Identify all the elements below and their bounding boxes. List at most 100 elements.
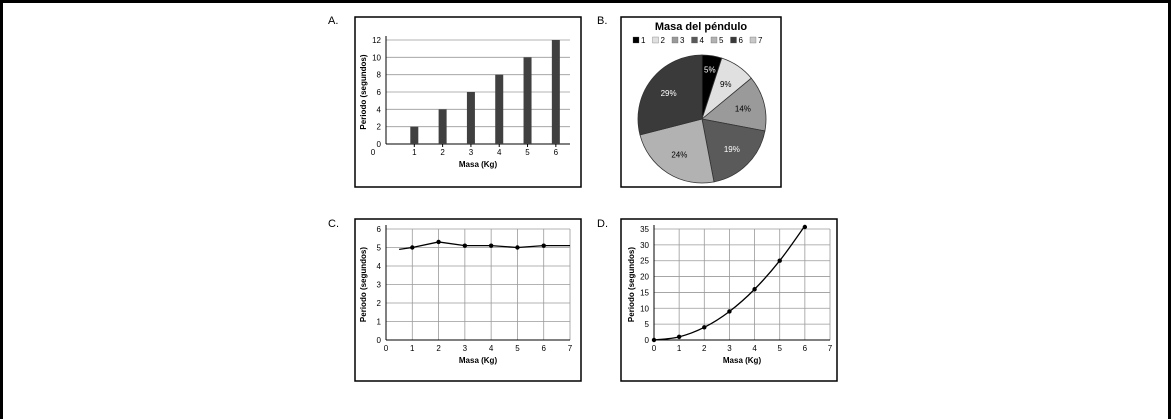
x-axis-title: Masa (Kg) [723,356,762,365]
panel-a-label: A. [328,15,338,27]
y-axis-title: Periodo (segundos) [359,247,368,322]
data-point-mass-5 [777,258,782,263]
pie-title: Masa del péndulo [655,21,748,33]
bar-mass-5 [523,57,532,145]
x-tick-label: 7 [828,344,833,353]
data-point-mass-6 [541,243,546,248]
x-tick-label: 0 [384,344,389,353]
bar-mass-3 [466,92,475,144]
legend-label-4: 4 [700,36,705,45]
pie-slice-3 [701,77,767,132]
y-tick-label: 3 [377,281,382,290]
x-tick-label: 6 [541,344,546,353]
legend-label-3: 3 [680,36,685,45]
x-tick-label: 3 [463,344,468,353]
pie-slice-6 [637,54,703,136]
legend-swatch-1 [632,36,640,44]
x-tick-label: 5 [525,148,530,157]
panel-c-label: C. [328,218,339,230]
legend-swatch-7 [749,36,757,44]
y-tick-label: 4 [377,105,382,114]
legend-label-2: 2 [661,36,666,45]
x-tick-label: 1 [677,344,682,353]
x-tick-label: 7 [568,344,573,353]
panel-d-frame [620,218,838,382]
data-point-mass-6 [802,224,808,230]
y-tick-label: 35 [640,225,649,234]
data-point-mass-4 [488,243,494,248]
bar-mass-6 [551,40,560,144]
legend-swatch-2 [652,36,659,44]
series-line [399,241,570,250]
x-tick-label: 0 [652,344,657,353]
legend-label-5: 5 [719,36,724,45]
y-tick-label: 10 [372,53,381,62]
x-origin-label: 0 [371,148,376,157]
y-tick-label: 5 [377,244,382,253]
legend-label-1: 1 [641,36,646,45]
legend-label-6: 6 [739,36,744,45]
y-tick-label: 2 [377,123,382,132]
x-tick-label: 2 [702,344,707,353]
x-tick-label: 4 [497,148,502,157]
data-point-mass-5 [515,245,520,250]
x-tick-label: 6 [803,344,808,353]
bar-mass-2 [438,109,447,144]
y-tick-label: 30 [640,241,649,250]
pie-slice-5 [639,118,715,184]
data-point-mass-2 [436,239,441,245]
x-tick-label: 3 [469,148,474,157]
y-tick-label: 4 [377,262,382,271]
panel-d-label: D. [597,218,608,230]
legend-swatch-6 [730,36,737,44]
bar-mass-1 [410,126,419,144]
pie-slice-label-2: 9% [720,80,732,89]
x-axis-title: Masa (Kg) [459,356,498,365]
x-tick-label: 4 [752,344,757,353]
data-point-mass-0 [651,337,657,343]
y-tick-label: 0 [645,336,650,345]
y-axis-title: Periodo (segundos) [627,247,636,322]
y-tick-label: 10 [640,304,649,313]
pie-slice-4 [701,118,766,183]
legend-label-7: 7 [758,36,763,45]
x-tick-label: 5 [515,344,520,353]
pie-slice-label-4: 19% [724,145,740,154]
x-tick-label: 2 [436,344,441,353]
y-tick-label: 0 [377,140,382,149]
legend-swatch-4 [691,36,698,44]
x-tick-label: 2 [440,148,445,157]
pie-slice-label-6: 29% [661,89,677,98]
x-tick-label: 5 [777,344,782,353]
bar-mass-4 [495,74,504,144]
legend-swatch-5 [710,36,718,44]
pie-slice-label-5: 24% [671,151,687,160]
y-tick-label: 8 [377,71,382,80]
data-point-mass-3 [727,309,732,314]
y-tick-label: 12 [372,36,381,45]
pie-slice-label-3: 14% [735,104,751,113]
data-point-mass-2 [702,325,707,330]
data-point-mass-4 [752,287,757,292]
x-tick-label: 6 [554,148,559,157]
y-tick-label: 5 [645,320,650,329]
y-tick-label: 1 [377,318,382,327]
panel-b-label: B. [597,15,607,27]
y-axis-title: Periodo (segundos) [359,54,368,129]
y-tick-label: 25 [640,257,649,266]
y-tick-label: 0 [377,336,382,345]
x-axis-title: Masa (Kg) [459,160,498,169]
y-tick-label: 6 [377,88,382,97]
y-tick-label: 15 [640,288,649,297]
x-tick-label: 1 [410,344,415,353]
data-point-mass-3 [462,243,468,248]
x-tick-label: 1 [412,148,417,157]
data-point-mass-1 [676,334,682,340]
y-tick-label: 6 [377,225,382,234]
y-tick-label: 20 [640,273,649,282]
pie-slice-label-1: 5% [704,66,716,75]
legend-swatch-3 [671,36,679,44]
data-point-mass-1 [410,245,415,250]
